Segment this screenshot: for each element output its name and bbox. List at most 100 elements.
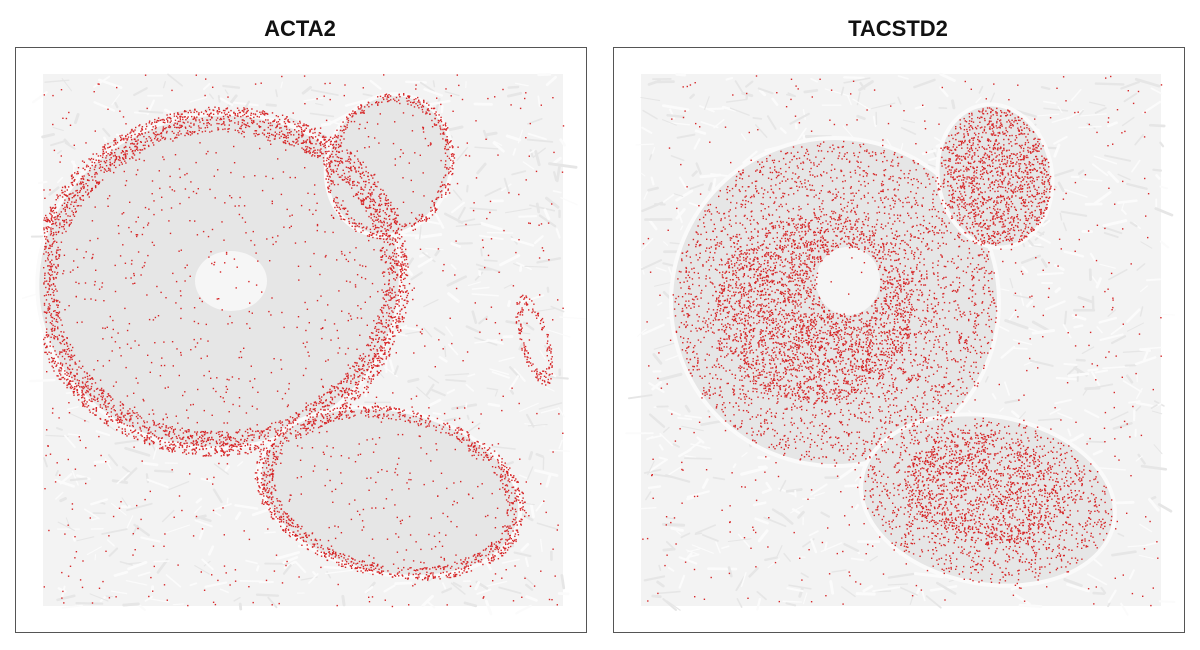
expression-point xyxy=(427,575,429,577)
expression-point xyxy=(358,357,360,359)
expression-point xyxy=(378,437,381,439)
expression-point xyxy=(108,169,110,171)
expression-point xyxy=(396,264,398,266)
expression-point xyxy=(415,395,418,397)
expression-point xyxy=(157,423,159,426)
expression-point xyxy=(390,296,392,299)
expression-point xyxy=(244,451,246,454)
expression-point xyxy=(335,202,337,204)
expression-point xyxy=(214,448,216,450)
expression-point xyxy=(456,74,458,76)
expression-point xyxy=(523,346,525,348)
expression-point xyxy=(507,491,509,493)
expression-point xyxy=(315,209,317,212)
expression-point xyxy=(102,146,104,148)
expression-point xyxy=(522,294,524,297)
expression-point xyxy=(376,213,379,215)
expression-point xyxy=(281,445,283,447)
expression-point xyxy=(408,604,410,606)
expression-point xyxy=(385,194,388,197)
expression-point xyxy=(152,142,154,144)
expression-point xyxy=(392,343,394,345)
expression-point xyxy=(403,94,405,96)
expression-point xyxy=(483,451,485,454)
expression-point xyxy=(215,449,217,451)
expression-point xyxy=(173,516,175,518)
expression-point xyxy=(119,255,122,257)
expression-point xyxy=(398,321,400,323)
expression-point xyxy=(195,444,198,446)
expression-point xyxy=(177,441,179,443)
expression-point xyxy=(118,419,120,421)
expression-point xyxy=(380,193,382,195)
expression-point xyxy=(440,472,443,474)
expression-point xyxy=(328,162,330,164)
expression-point xyxy=(377,415,379,418)
expression-point xyxy=(326,392,328,394)
expression-point xyxy=(518,402,520,405)
expression-point xyxy=(299,459,302,461)
expression-point xyxy=(351,411,354,413)
expression-point xyxy=(354,168,356,170)
expression-point xyxy=(309,421,311,423)
expression-point xyxy=(424,219,426,221)
expression-point xyxy=(316,553,319,556)
expression-point xyxy=(56,249,58,251)
expression-point xyxy=(269,475,271,477)
expression-point xyxy=(225,391,227,393)
expression-point xyxy=(237,121,240,123)
expression-point xyxy=(544,371,547,373)
expression-point xyxy=(539,371,541,374)
expression-point xyxy=(409,472,411,474)
expression-point xyxy=(460,480,462,483)
expression-point xyxy=(511,507,514,509)
expression-point xyxy=(320,551,322,553)
expression-point xyxy=(57,314,59,316)
expression-point xyxy=(536,372,538,374)
expression-point xyxy=(372,236,374,239)
expression-point xyxy=(159,139,162,141)
expression-point xyxy=(384,233,386,235)
expression-point xyxy=(88,374,91,377)
expression-point xyxy=(227,96,229,98)
expression-point xyxy=(190,131,192,133)
expression-point xyxy=(279,434,281,436)
expression-point xyxy=(384,261,387,264)
expression-point xyxy=(507,472,509,474)
expression-point xyxy=(328,166,330,168)
expression-point xyxy=(58,218,60,221)
expression-point xyxy=(64,373,66,375)
expression-point xyxy=(397,327,399,329)
expression-point xyxy=(329,391,331,394)
expression-point xyxy=(319,400,321,403)
expression-point xyxy=(357,566,359,568)
expression-point xyxy=(45,312,48,314)
expression-point xyxy=(164,137,167,139)
expression-point xyxy=(168,435,170,437)
expression-point xyxy=(65,353,67,355)
expression-point xyxy=(115,596,117,598)
expression-point xyxy=(537,315,539,317)
expression-point xyxy=(137,414,139,416)
expression-point xyxy=(506,472,508,474)
expression-point xyxy=(94,206,96,208)
expression-point xyxy=(401,318,404,320)
expression-point xyxy=(373,204,375,206)
expression-point xyxy=(334,396,336,398)
expression-point xyxy=(360,231,362,233)
expression-point xyxy=(65,219,67,221)
expression-point xyxy=(46,371,48,373)
expression-point xyxy=(412,298,414,301)
expression-point xyxy=(245,452,247,454)
expression-point xyxy=(176,115,178,118)
expression-point xyxy=(382,233,385,235)
expression-point xyxy=(550,363,552,365)
expression-point xyxy=(364,106,366,108)
expression-point xyxy=(246,443,249,445)
expression-point xyxy=(264,434,266,436)
expression-point xyxy=(447,188,449,190)
expression-point xyxy=(155,424,157,427)
expression-point xyxy=(509,534,511,537)
expression-point xyxy=(335,196,337,199)
expression-point xyxy=(328,548,331,550)
